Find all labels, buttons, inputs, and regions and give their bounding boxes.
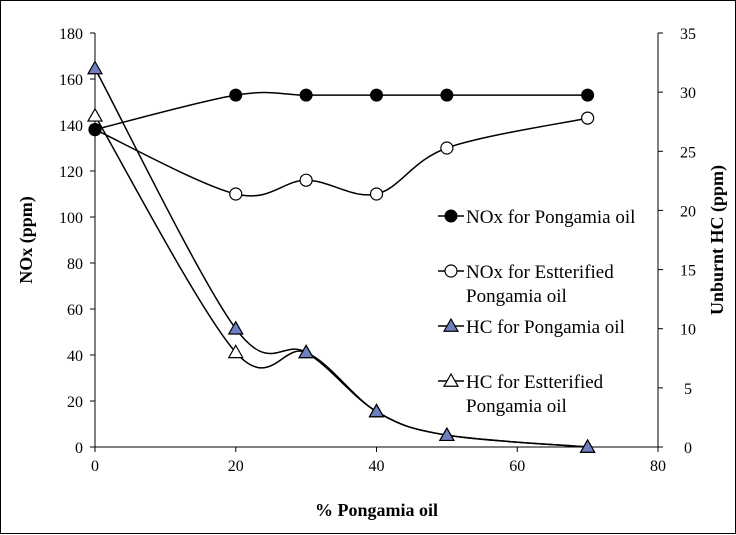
y-left-tick-label: 60 bbox=[67, 302, 83, 319]
legend-marker bbox=[444, 264, 458, 278]
y-axis-left-title: NOx (ppm) bbox=[16, 196, 37, 284]
data-point bbox=[227, 344, 244, 359]
series-line bbox=[94, 117, 588, 197]
legend-marker bbox=[442, 372, 460, 387]
y-left-tick-label: 140 bbox=[59, 118, 83, 135]
data-point bbox=[581, 111, 595, 125]
legend-label: Pongamia oil bbox=[466, 286, 567, 307]
data-point bbox=[86, 60, 104, 75]
y-right-tick-label: 35 bbox=[680, 26, 696, 43]
legend-entry: HC for Pongamia oil bbox=[438, 317, 625, 338]
y-right-tick-label: 5 bbox=[684, 381, 692, 398]
series-layer bbox=[86, 60, 596, 453]
legend-entry: NOx for Estterified Pongamia oil bbox=[438, 262, 614, 307]
legend-entry: HC for Estterified Pongamia oil bbox=[438, 372, 604, 417]
y-right-tick-label: 10 bbox=[680, 322, 696, 339]
y-right-tick-label: 25 bbox=[680, 144, 696, 161]
data-point bbox=[581, 88, 595, 102]
data-point bbox=[440, 88, 454, 102]
data-point bbox=[229, 88, 243, 102]
y-left-tick-label: 20 bbox=[67, 394, 83, 411]
x-tick-label: 40 bbox=[369, 458, 385, 475]
y-right-tick-label: 30 bbox=[680, 85, 696, 102]
y-left-tick-label: 180 bbox=[59, 26, 83, 43]
legend: NOx for Pongamia oil NOx for Estterified P… bbox=[438, 207, 635, 417]
y-axis-right-title: Unburnt HC (ppm) bbox=[707, 165, 728, 315]
legend-label: HC for Estterified bbox=[466, 372, 604, 393]
data-point bbox=[299, 173, 313, 187]
data-point bbox=[368, 403, 385, 418]
x-tick-label: 20 bbox=[228, 458, 244, 475]
data-point bbox=[579, 438, 596, 453]
x-tick-label: 60 bbox=[509, 458, 525, 475]
series-1 bbox=[88, 111, 595, 201]
x-tick-label: 0 bbox=[91, 458, 99, 475]
legend-marker bbox=[442, 317, 460, 332]
data-point bbox=[369, 187, 384, 201]
x-tick-label: 80 bbox=[650, 458, 666, 475]
y-left-tick-label: 100 bbox=[59, 210, 83, 227]
y-left-tick-label: 120 bbox=[59, 164, 83, 181]
data-point bbox=[299, 88, 313, 102]
legend-entry: NOx for Pongamia oil bbox=[438, 207, 635, 228]
legend-label: HC for Pongamia oil bbox=[466, 317, 625, 338]
data-point bbox=[438, 426, 455, 442]
data-point bbox=[86, 107, 104, 122]
data-point bbox=[370, 88, 383, 102]
y-left-tick-label: 80 bbox=[67, 256, 83, 273]
data-point bbox=[229, 187, 243, 201]
data-point bbox=[88, 123, 102, 137]
legend-label: NOx for Pongamia oil bbox=[466, 207, 635, 228]
y-right-tick-label: 0 bbox=[684, 440, 692, 457]
series-2 bbox=[86, 60, 596, 453]
legend-marker bbox=[444, 209, 458, 223]
y-right-tick-label: 15 bbox=[680, 263, 696, 280]
series-0 bbox=[88, 88, 595, 137]
y-right-tick-label: 20 bbox=[680, 203, 696, 220]
data-point bbox=[440, 141, 454, 155]
series-line bbox=[94, 91, 588, 131]
legend-label: Pongamia oil bbox=[466, 396, 567, 417]
data-point bbox=[298, 344, 315, 359]
x-axis-title: % Pongamia oil bbox=[315, 500, 438, 520]
legend-label: NOx for Estterified bbox=[466, 262, 614, 283]
data-point bbox=[227, 320, 244, 335]
y-left-tick-label: 40 bbox=[67, 348, 83, 365]
axes: 0 20 40 60 80 0 20 40 60 80 100 120 140 160 180 0 5 10 15 2… bbox=[59, 26, 696, 475]
y-left-tick-label: 0 bbox=[75, 440, 83, 457]
y-left-tick-label: 160 bbox=[59, 72, 83, 89]
